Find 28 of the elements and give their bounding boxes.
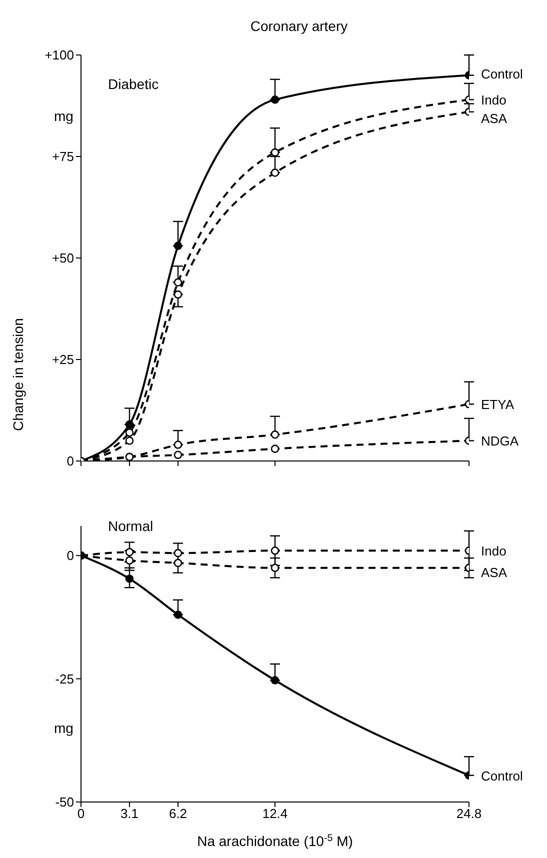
series-label: ASA [481,564,508,580]
text: mg [54,108,74,124]
x-tick-label: 6.2 [168,806,188,822]
series-label: Control [481,66,524,82]
x-tick-label: 0 [77,806,85,822]
y-tick-label: -25 [55,671,74,686]
annotation: Normal [108,518,154,534]
y-tick-label: 0 [66,548,74,564]
series-label: ASA [481,110,508,126]
y-tick-label: +50 [52,250,74,266]
x-tick-label: 12.4 [262,806,288,822]
y-tick-label: -50 [55,794,74,810]
series-label: ETYA [481,397,514,412]
y-tick-label: +75 [52,149,74,164]
series-label: Control [481,768,524,784]
y-tick-label: 0 [66,454,74,469]
y-tick-label: +25 [52,352,74,368]
chart-title: Coronary artery [249,18,349,34]
series-label: Indo [481,544,506,559]
x-tick-label: 3.1 [120,806,139,822]
x-axis-title: Na arachidonate (10$^{-5}$M) [197,832,353,849]
y-axis-title: Change in tension [10,318,26,431]
text: mg [54,720,74,736]
series-label: Indo [481,92,506,108]
x-tick-label: 24.8 [456,806,482,822]
annotation: Diabetic [108,76,159,92]
y-tick-label: +100 [44,48,74,63]
series-label: NDGA [481,434,519,449]
